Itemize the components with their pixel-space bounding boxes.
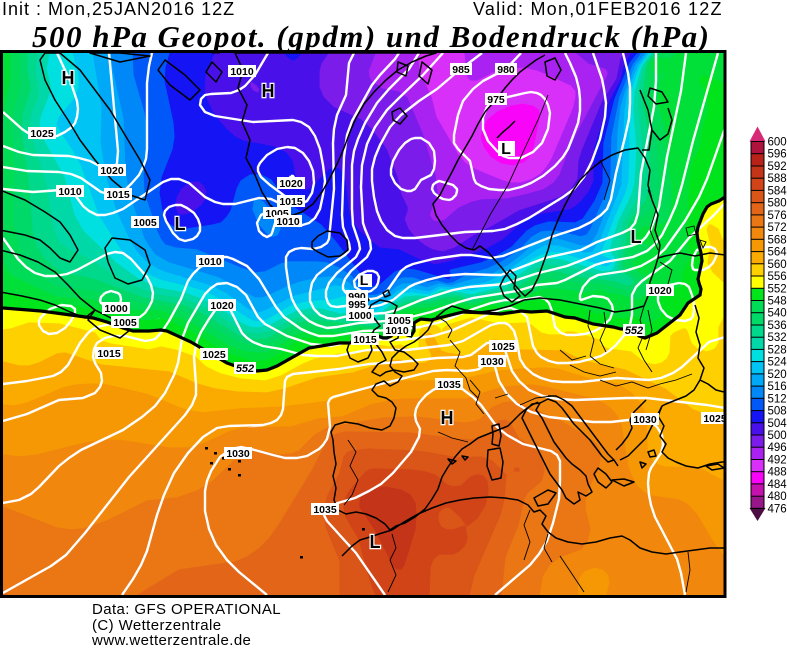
svg-text:1035: 1035: [313, 504, 337, 516]
svg-text:1020: 1020: [210, 300, 234, 312]
svg-text:1025: 1025: [703, 413, 727, 425]
svg-text:528: 528: [768, 344, 787, 356]
svg-text:496: 496: [768, 442, 787, 454]
svg-text:540: 540: [768, 308, 787, 320]
svg-text:Init : Mon,25JAN2016 12Z: Init : Mon,25JAN2016 12Z: [2, 0, 235, 19]
svg-text:1030: 1030: [226, 448, 250, 460]
svg-text:L: L: [175, 214, 186, 234]
svg-text:1010: 1010: [230, 66, 254, 78]
svg-text:564: 564: [768, 247, 787, 259]
svg-text:552: 552: [236, 363, 254, 375]
svg-text:1015: 1015: [353, 334, 377, 346]
svg-text:520: 520: [768, 369, 787, 381]
svg-text:1020: 1020: [100, 165, 124, 177]
svg-text:1005: 1005: [133, 217, 157, 229]
svg-text:524: 524: [768, 357, 787, 369]
svg-text:556: 556: [768, 271, 787, 283]
svg-text:1030: 1030: [633, 414, 657, 426]
svg-text:548: 548: [768, 296, 787, 308]
svg-text:1015: 1015: [279, 196, 303, 208]
svg-text:L: L: [370, 532, 381, 552]
svg-text:572: 572: [768, 222, 787, 234]
svg-text:H: H: [62, 68, 75, 88]
svg-text:1000: 1000: [348, 310, 372, 322]
svg-text:512: 512: [768, 393, 787, 405]
svg-text:488: 488: [768, 467, 787, 479]
svg-text:580: 580: [768, 198, 787, 210]
svg-text:L: L: [631, 227, 642, 247]
svg-text:532: 532: [768, 332, 787, 344]
svg-text:1010: 1010: [276, 216, 300, 228]
svg-text:1035: 1035: [437, 379, 461, 391]
svg-text:H: H: [441, 408, 454, 428]
svg-text:1015: 1015: [106, 189, 130, 201]
svg-text:500: 500: [768, 430, 787, 442]
svg-text:www.wetterzentrale.de: www.wetterzentrale.de: [91, 632, 251, 646]
svg-text:480: 480: [768, 491, 787, 503]
svg-text:L: L: [360, 272, 369, 288]
svg-text:975: 975: [487, 94, 505, 106]
svg-text:560: 560: [768, 259, 787, 271]
svg-text:1025: 1025: [202, 349, 226, 361]
svg-text:500 hPa Geopot. (gpdm) und Bod: 500 hPa Geopot. (gpdm) und Bodendruck (h…: [32, 19, 711, 54]
svg-text:476: 476: [768, 503, 787, 515]
svg-text:596: 596: [768, 149, 787, 161]
svg-text:L: L: [501, 141, 511, 158]
svg-text:504: 504: [768, 418, 787, 430]
svg-text:492: 492: [768, 455, 787, 467]
svg-text:1025: 1025: [30, 128, 54, 140]
svg-text:995: 995: [348, 299, 366, 311]
svg-text:1010: 1010: [198, 256, 222, 268]
svg-text:980: 980: [497, 64, 515, 76]
svg-text:552: 552: [625, 325, 643, 337]
svg-text:Valid: Mon,01FEB2016 12Z: Valid: Mon,01FEB2016 12Z: [473, 0, 723, 19]
svg-text:536: 536: [768, 320, 787, 332]
svg-text:1010: 1010: [385, 325, 409, 337]
svg-text:552: 552: [768, 283, 787, 295]
svg-text:484: 484: [768, 479, 787, 491]
svg-text:516: 516: [768, 381, 787, 393]
svg-text:1000: 1000: [104, 303, 128, 315]
svg-text:508: 508: [768, 406, 787, 418]
svg-text:Data: GFS OPERATIONAL: Data: GFS OPERATIONAL: [92, 601, 281, 618]
svg-text:568: 568: [768, 234, 787, 246]
svg-text:1030: 1030: [480, 356, 504, 368]
svg-text:1020: 1020: [648, 285, 672, 297]
svg-text:1015: 1015: [97, 348, 121, 360]
svg-text:1025: 1025: [491, 341, 515, 353]
svg-text:600: 600: [768, 137, 787, 149]
svg-text:1020: 1020: [279, 178, 303, 190]
svg-text:985: 985: [452, 64, 470, 76]
svg-text:592: 592: [768, 161, 787, 173]
svg-text:576: 576: [768, 210, 787, 222]
svg-text:1010: 1010: [58, 186, 82, 198]
svg-text:H: H: [262, 81, 275, 101]
svg-text:1005: 1005: [113, 317, 137, 329]
svg-text:588: 588: [768, 173, 787, 185]
svg-text:584: 584: [768, 185, 787, 197]
